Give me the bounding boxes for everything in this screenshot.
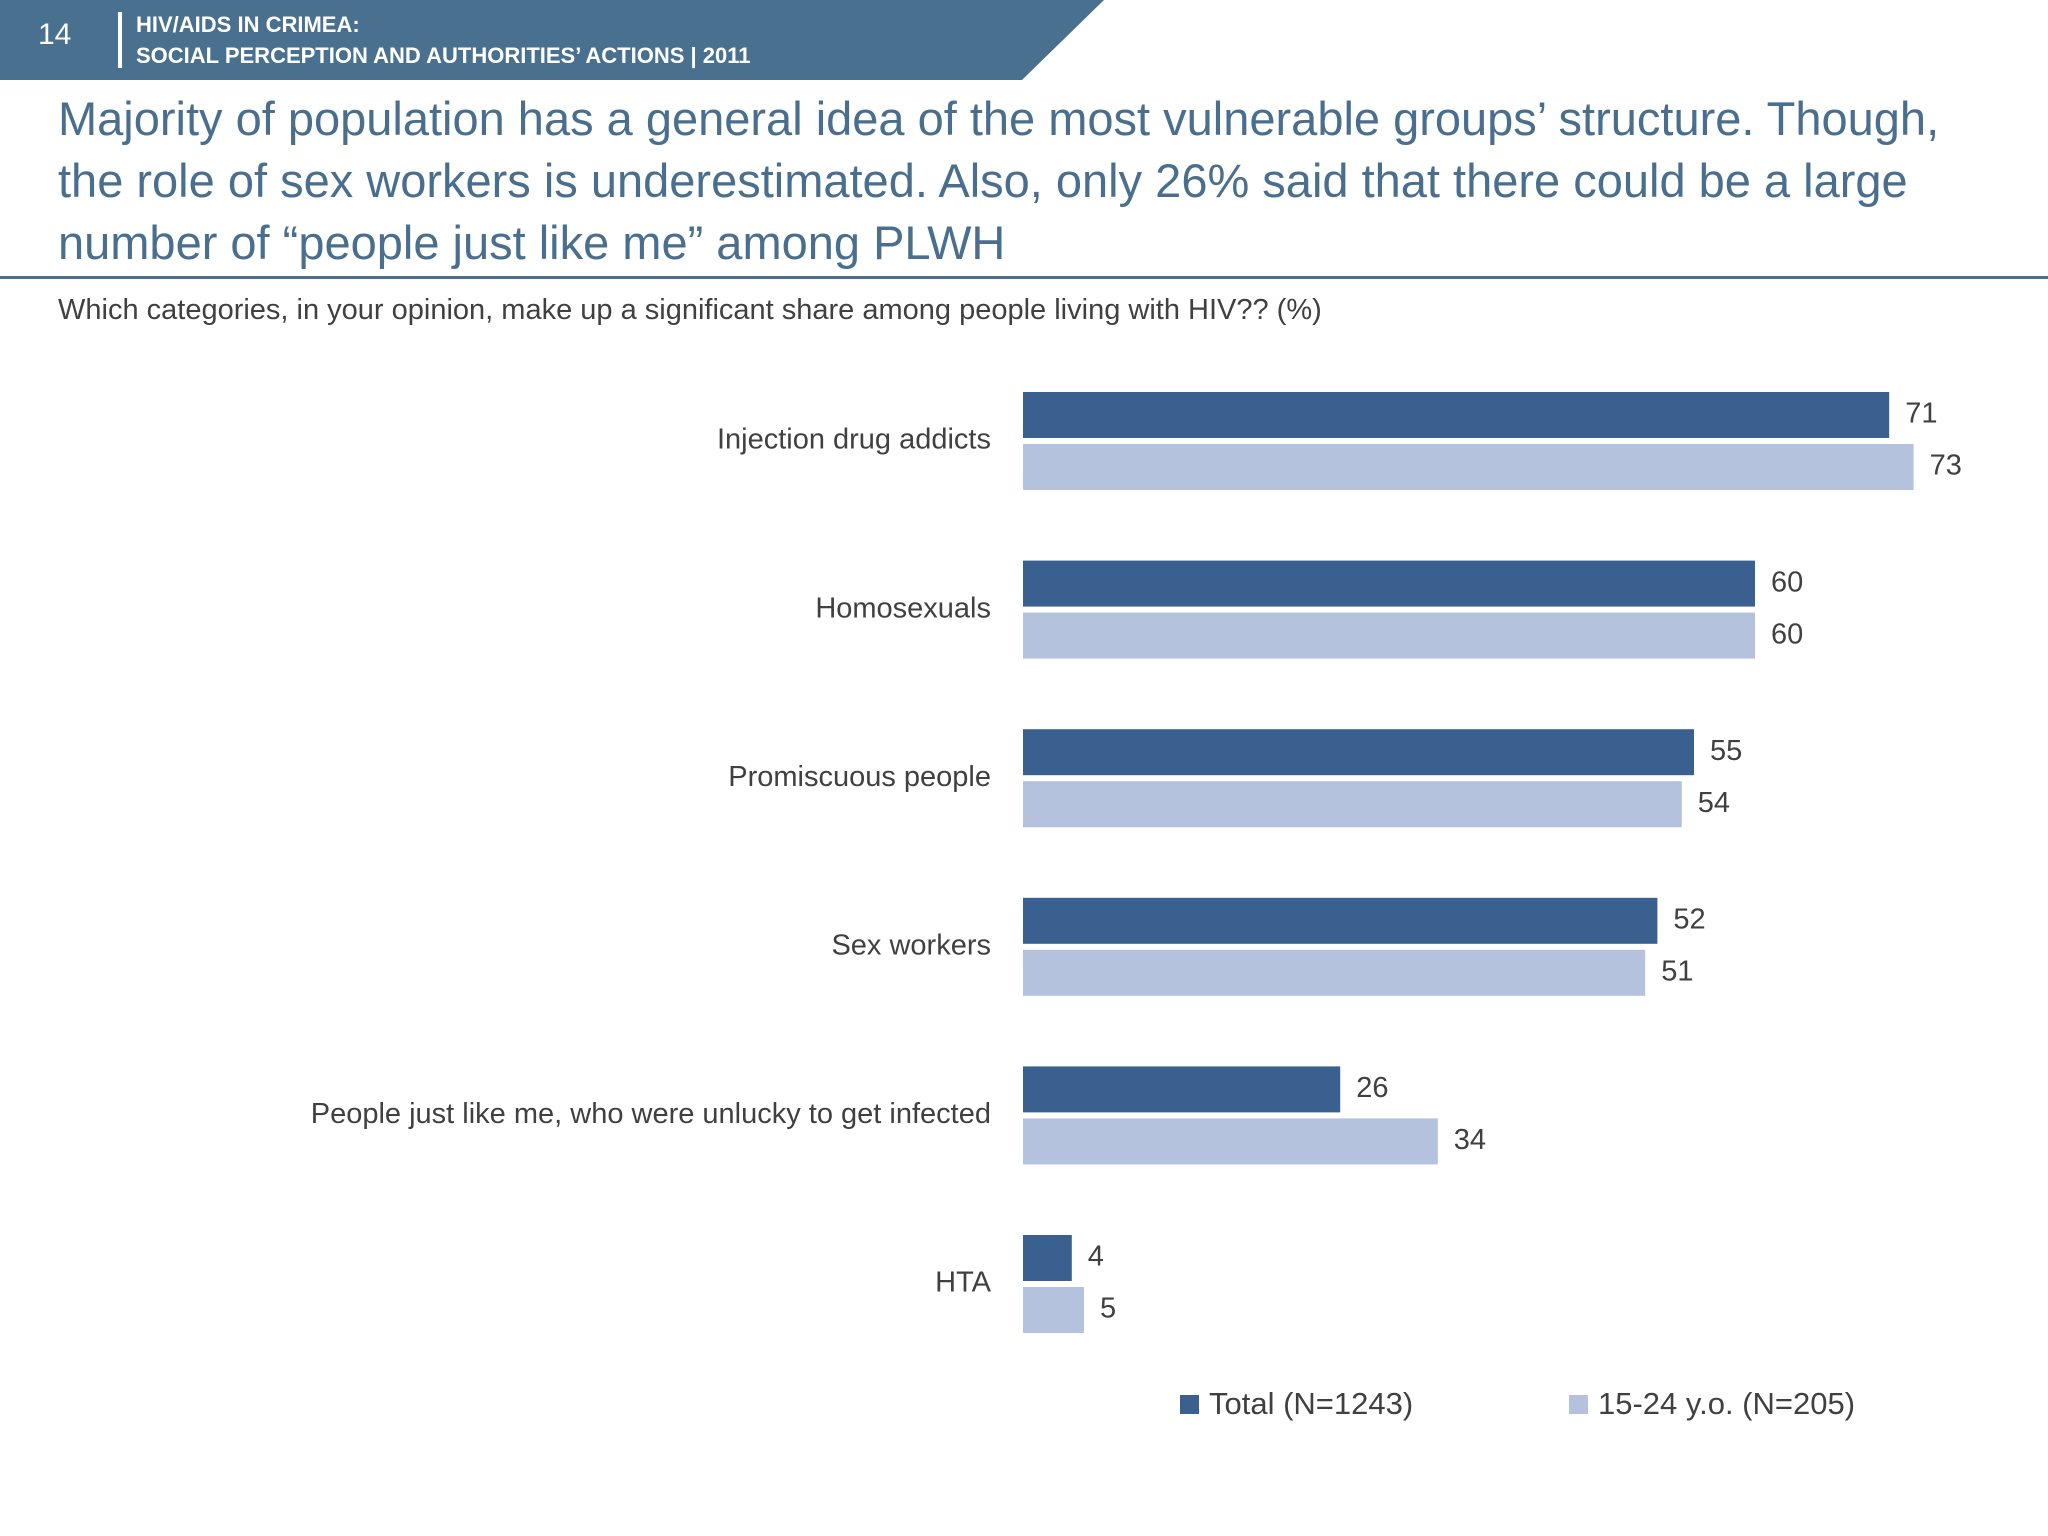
bar-sex-workers-series-0: [1023, 897, 1658, 944]
bar-hta-series-0: [1023, 1235, 1072, 1281]
title-rule: [0, 276, 2048, 279]
header-title-line2: SOCIAL PERCEPTION AND AUTHORITIES’ ACTIO…: [136, 43, 751, 68]
headline-line3: number of “people just like me” among PL…: [58, 216, 1006, 269]
slide-headline: Majority of population has a general ide…: [58, 88, 2008, 274]
legend-swatch-youth: [1569, 1394, 1588, 1414]
value-label-promiscuous-people-series-0: 55: [1710, 735, 1742, 767]
value-label-homosexuals-series-1: 60: [1771, 618, 1803, 650]
value-label-sex-workers-series-1: 51: [1661, 955, 1693, 987]
value-label-promiscuous-people-series-1: 54: [1698, 787, 1730, 819]
category-label-homosexuals: Homosexuals: [815, 592, 991, 624]
bar-injection-drug-addicts-series-0: [1023, 392, 1890, 438]
bar-people-just-like-me-who-were-unlucky-to-get-infected-series-0: [1023, 1066, 1341, 1113]
legend-item-total: Total (N=1243): [1180, 1384, 1413, 1424]
survey-question: Which categories, in your opinion, make …: [58, 294, 1322, 326]
value-label-hta-series-0: 4: [1088, 1241, 1104, 1273]
value-label-hta-series-1: 5: [1100, 1293, 1116, 1325]
legend-label-total: Total (N=1243): [1209, 1386, 1414, 1421]
bar-promiscuous-people-series-0: [1023, 729, 1694, 776]
header-band-shape: [0, 0, 1104, 80]
bar-homosexuals-series-1: [1023, 612, 1755, 659]
legend-swatch-total: [1180, 1394, 1199, 1414]
category-label-promiscuous-people: Promiscuous people: [728, 761, 991, 793]
headline-line1: Majority of population has a general ide…: [58, 92, 1940, 145]
bar-promiscuous-people-series-1: [1023, 781, 1682, 828]
legend-item-youth: 15-24 y.o. (N=205): [1569, 1384, 1855, 1424]
page-number: 14: [38, 18, 72, 51]
header-band: 14 HIV/AIDS IN CRIMEA: SOCIAL PERCEPTION…: [0, 0, 1110, 82]
category-label-sex-workers: Sex workers: [831, 929, 991, 961]
bar-injection-drug-addicts-series-1: [1023, 444, 1914, 490]
header-title-line1: HIV/AIDS IN CRIMEA:: [136, 12, 360, 37]
legend-label-youth: 15-24 y.o. (N=205): [1598, 1386, 1856, 1421]
category-label-hta: HTA: [935, 1267, 992, 1299]
value-label-injection-drug-addicts-series-0: 71: [1905, 398, 1937, 430]
value-label-people-just-like-me-who-were-unlucky-to-get-infected-series-0: 26: [1356, 1072, 1388, 1104]
bar-homosexuals-series-0: [1023, 560, 1755, 607]
value-label-people-just-like-me-who-were-unlucky-to-get-infected-series-1: 34: [1454, 1124, 1486, 1156]
header-divider: [118, 12, 122, 68]
value-label-sex-workers-series-0: 52: [1673, 903, 1705, 935]
bar-people-just-like-me-who-were-unlucky-to-get-infected-series-1: [1023, 1118, 1438, 1165]
bar-sex-workers-series-1: [1023, 949, 1646, 996]
category-label-injection-drug-addicts: Injection drug addicts: [717, 424, 991, 456]
value-label-homosexuals-series-0: 60: [1771, 566, 1803, 598]
value-label-injection-drug-addicts-series-1: 73: [1930, 450, 1962, 482]
bar-hta-series-1: [1023, 1287, 1084, 1333]
headline-line2: the role of sex workers is underestimate…: [58, 154, 1908, 207]
category-label-people-just-like-me-who-were-unlucky-to-get-infected: People just like me, who were unlucky to…: [311, 1098, 991, 1130]
